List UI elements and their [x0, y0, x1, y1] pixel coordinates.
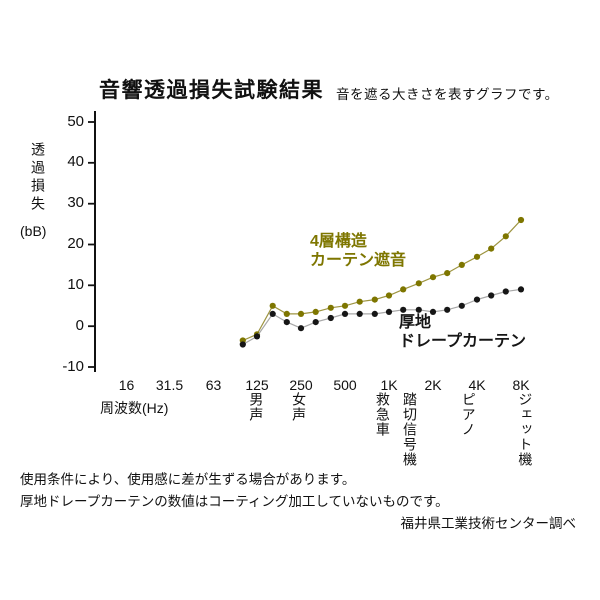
- data-point: [415, 280, 422, 287]
- data-point: [429, 308, 437, 315]
- footnote-usage-conditions: 使用条件により、使用感に差が生ずる場合があります。: [20, 472, 356, 487]
- y-axis-label: 透過損失: [30, 142, 46, 214]
- data-point: [283, 310, 290, 317]
- data-point: [444, 306, 451, 313]
- data-point: [488, 292, 495, 299]
- data-point: [312, 319, 319, 326]
- data-point: [341, 310, 349, 317]
- source-credit: 福井県工業技術センター調べ: [400, 516, 577, 531]
- chart-subtitle: 音を遮る大きさを表すグラフです。: [336, 87, 559, 102]
- data-point: [458, 302, 465, 309]
- data-point: [356, 298, 363, 305]
- data-point: [502, 288, 509, 295]
- data-point: [415, 306, 422, 313]
- chart-title: 音響透過損失試験結果: [99, 79, 324, 102]
- data-point: [444, 270, 451, 277]
- data-point: [488, 245, 495, 252]
- series-label-4layer-curtain: 4層構造 カーテン遮音: [310, 232, 406, 270]
- y-axis-unit: (bB): [20, 223, 47, 239]
- data-point: [517, 216, 525, 224]
- data-point: [371, 310, 378, 317]
- data-point: [269, 310, 276, 317]
- data-point: [253, 333, 261, 340]
- series-label-drape-curtain: 厚地 ドレープカーテン: [399, 313, 526, 351]
- data-point: [517, 286, 525, 293]
- data-point: [269, 302, 276, 309]
- data-point: [400, 306, 407, 313]
- series-label-line: カーテン遮音: [310, 252, 407, 269]
- data-point: [385, 292, 393, 299]
- data-point: [239, 341, 246, 348]
- data-point: [297, 310, 305, 317]
- x-axis-label: 周波数(Hz): [100, 400, 169, 416]
- data-point: [458, 261, 465, 268]
- series-label-line: 厚地: [399, 314, 432, 331]
- series-label-line: 4層構造: [310, 233, 367, 250]
- data-point: [283, 319, 290, 326]
- data-point: [327, 314, 334, 322]
- data-point: [473, 296, 481, 303]
- data-point: [312, 308, 319, 315]
- data-point: [341, 302, 349, 309]
- data-point: [385, 308, 393, 315]
- series-label-line: ドレープカーテン: [399, 333, 527, 350]
- data-point: [327, 304, 334, 311]
- data-point: [297, 325, 305, 332]
- data-point: [473, 253, 481, 260]
- data-point: [502, 233, 509, 240]
- footnote-drape-values: 厚地ドレープカーテンの数値はコーティング加工していないものです。: [20, 494, 449, 509]
- data-point: [371, 296, 378, 303]
- data-point: [429, 274, 437, 281]
- data-point: [356, 310, 363, 317]
- data-point: [400, 286, 407, 293]
